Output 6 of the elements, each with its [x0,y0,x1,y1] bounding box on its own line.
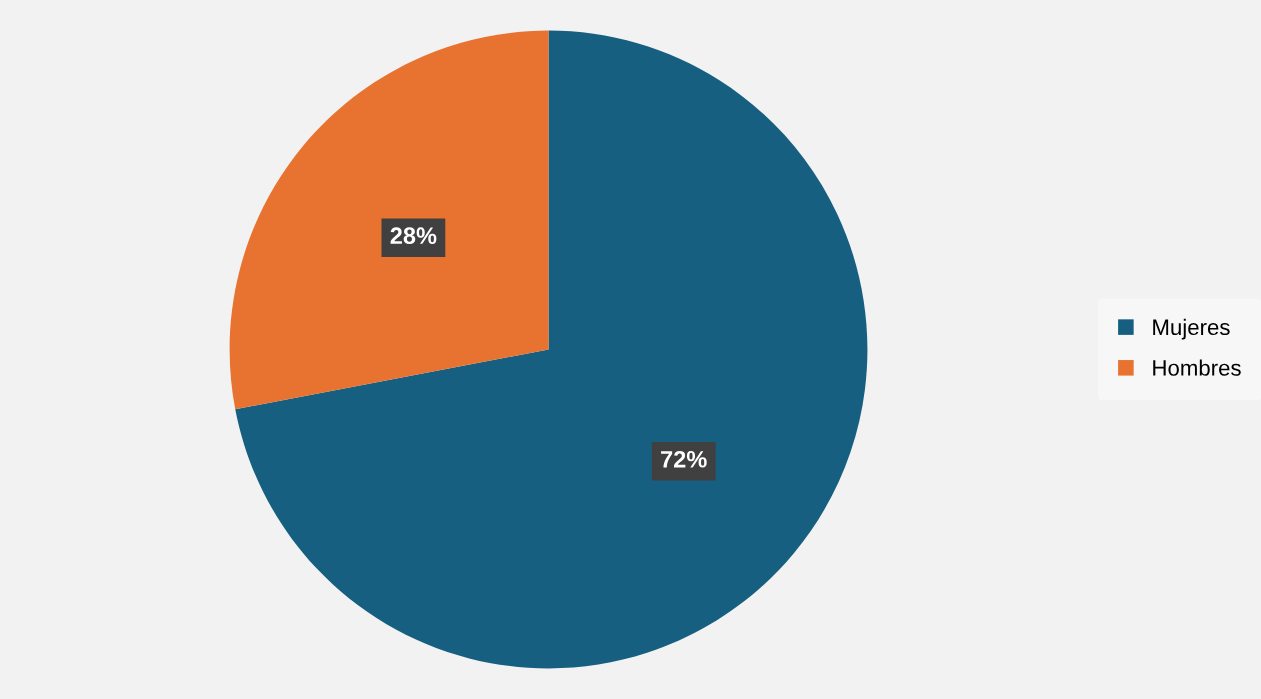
data-label: 28% [390,227,437,245]
pie-slice [229,30,549,410]
legend-label: Hombres [1153,359,1241,376]
pie-slice [235,30,868,669]
legend-label: Mujeres [1153,318,1230,340]
data-label: 72% [661,450,707,468]
